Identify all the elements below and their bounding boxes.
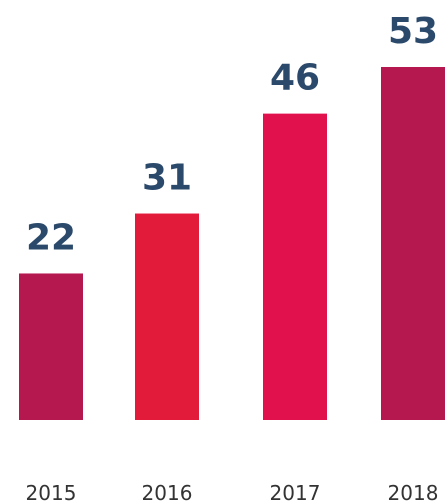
x-tick-label-2015: 2015 — [26, 481, 77, 504]
x-tick-label-2016: 2016 — [142, 481, 193, 504]
bar-value-label-2016: 31 — [142, 158, 192, 199]
value-labels-group: 22 31 46 53 — [26, 11, 438, 258]
bar-2016 — [135, 213, 199, 420]
bar-2015 — [19, 273, 83, 420]
bar-value-label-2015: 22 — [26, 217, 76, 258]
x-tick-label-2018: 2018 — [388, 481, 439, 504]
bar-2018 — [381, 67, 445, 420]
bar-2017 — [263, 113, 327, 420]
x-axis-tick-labels: 2015 2016 2017 2018 — [26, 481, 439, 504]
x-tick-label-2017: 2017 — [270, 481, 321, 504]
bar-value-label-2017: 46 — [270, 58, 320, 99]
bar-value-label-2018: 53 — [388, 11, 438, 52]
bars-group — [19, 67, 445, 420]
